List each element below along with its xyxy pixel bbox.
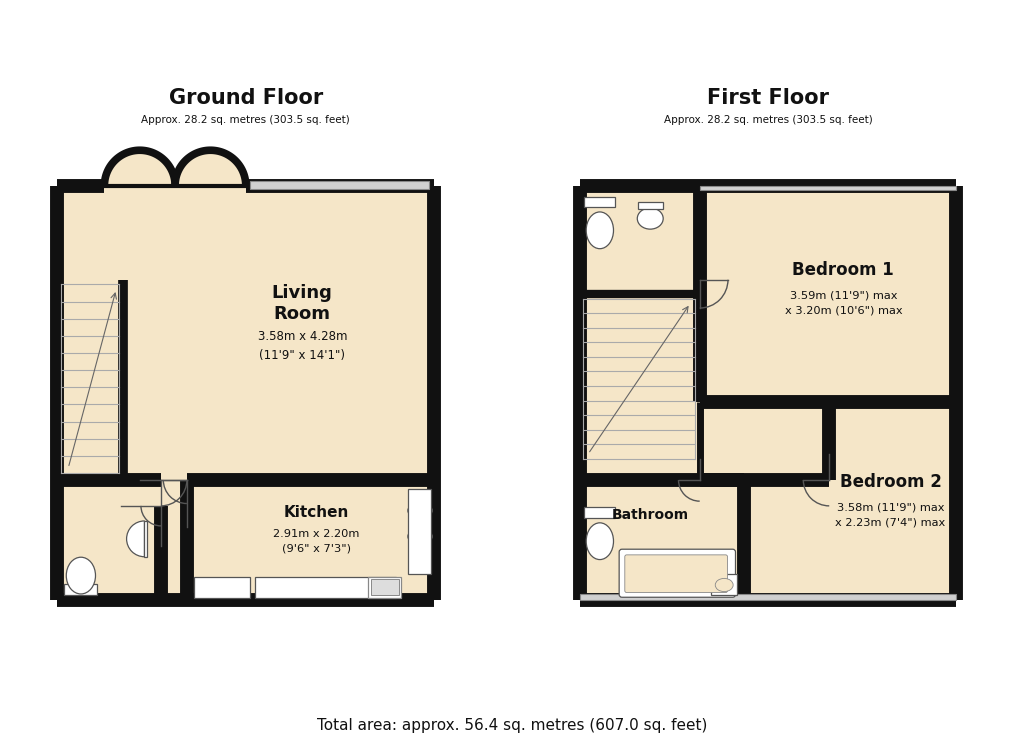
- Text: First Floor: First Floor: [707, 89, 829, 109]
- Polygon shape: [104, 150, 175, 185]
- Bar: [65, 583, 97, 595]
- FancyBboxPatch shape: [625, 555, 727, 592]
- Text: Living
Room: Living Room: [271, 284, 333, 323]
- Text: Bedroom 1: Bedroom 1: [793, 261, 894, 279]
- Bar: [712, 574, 737, 595]
- Bar: [580, 594, 956, 600]
- Bar: [699, 185, 956, 190]
- Bar: [371, 579, 399, 595]
- Ellipse shape: [715, 578, 733, 591]
- Text: Approx. 28.2 sq. metres (303.5 sq. feet): Approx. 28.2 sq. metres (303.5 sq. feet): [664, 115, 872, 124]
- Bar: [580, 185, 699, 480]
- Bar: [585, 507, 614, 518]
- Text: Bathroom: Bathroom: [611, 508, 689, 522]
- Text: Bedroom 2: Bedroom 2: [840, 473, 941, 491]
- Bar: [580, 480, 744, 600]
- Text: Kitchen: Kitchen: [284, 505, 349, 521]
- Bar: [585, 197, 614, 207]
- Bar: [699, 185, 956, 403]
- Circle shape: [422, 531, 432, 542]
- Bar: [255, 577, 396, 597]
- Bar: [744, 403, 956, 600]
- Text: 2.91m x 2.20m
(9'6" x 7'3"): 2.91m x 2.20m (9'6" x 7'3"): [273, 529, 359, 554]
- Ellipse shape: [67, 557, 95, 594]
- Text: 3.58m (11'9") max
x 2.23m (7'4") max: 3.58m (11'9") max x 2.23m (7'4") max: [836, 503, 945, 527]
- Bar: [409, 490, 431, 574]
- Text: 3.59m (11'9") max
x 3.20m (10'6") max: 3.59m (11'9") max x 3.20m (10'6") max: [784, 291, 902, 315]
- Circle shape: [422, 505, 432, 516]
- Text: Total area: approx. 56.4 sq. metres (607.0 sq. feet): Total area: approx. 56.4 sq. metres (607…: [316, 718, 708, 733]
- Bar: [57, 480, 161, 600]
- Bar: [369, 577, 401, 597]
- Bar: [251, 181, 429, 189]
- Text: 3.58m x 4.28m
(11'9" x 14'1"): 3.58m x 4.28m (11'9" x 14'1"): [257, 330, 347, 362]
- Bar: [161, 480, 187, 600]
- Ellipse shape: [586, 523, 613, 559]
- Wedge shape: [127, 521, 144, 557]
- FancyBboxPatch shape: [620, 549, 735, 597]
- Text: Approx. 28.2 sq. metres (303.5 sq. feet): Approx. 28.2 sq. metres (303.5 sq. feet): [141, 115, 350, 124]
- Bar: [57, 185, 434, 480]
- Ellipse shape: [637, 208, 664, 229]
- Bar: [187, 480, 434, 600]
- Bar: [144, 521, 146, 557]
- Bar: [194, 577, 251, 597]
- Bar: [699, 403, 744, 480]
- Ellipse shape: [586, 212, 613, 248]
- Text: Ground Floor: Ground Floor: [169, 89, 323, 109]
- Bar: [638, 202, 664, 209]
- Polygon shape: [175, 150, 246, 185]
- Circle shape: [408, 531, 418, 542]
- Circle shape: [408, 505, 418, 516]
